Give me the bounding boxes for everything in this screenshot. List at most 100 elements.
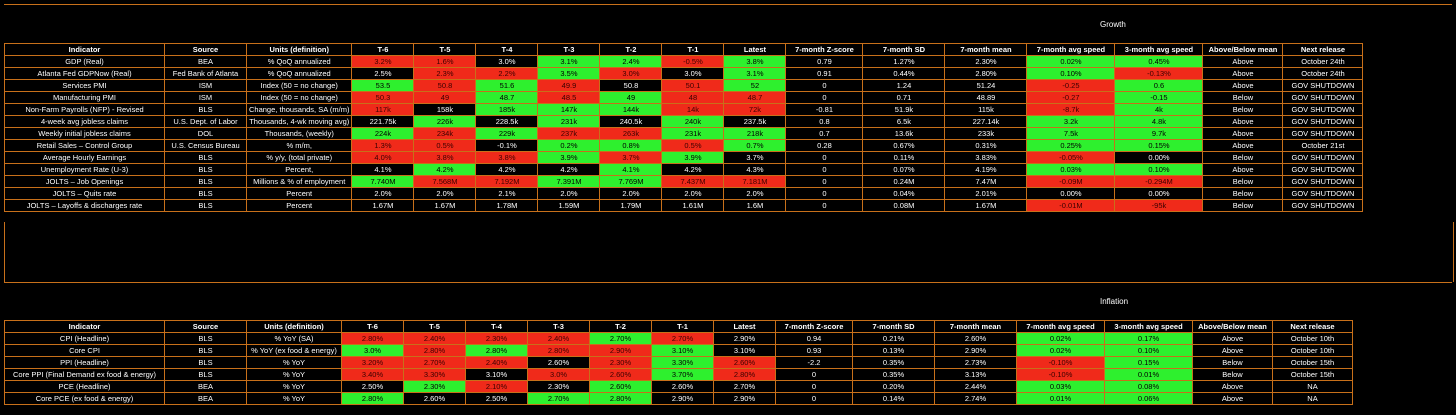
table-cell: NA (1272, 392, 1353, 405)
table-cell: 7.181M (723, 175, 787, 188)
column-header: T-4 (465, 320, 528, 333)
table-cell: 0.03% (1016, 380, 1105, 393)
table-cell: Below (1202, 175, 1284, 188)
table-cell: BLS (164, 332, 247, 345)
table-cell: 3.2% (351, 55, 415, 68)
table-cell: % YoY (246, 392, 342, 405)
table-cell: 7.47M (944, 175, 1028, 188)
table-cell: 2.3% (413, 67, 477, 80)
table-cell: 224k (351, 127, 415, 140)
table-cell: 2.80% (341, 392, 404, 405)
indicator-cell: JOLTS – Job Openings (4, 175, 165, 188)
table-cell: GOV SHUTDOWN (1282, 163, 1364, 176)
table-cell: 1.6% (413, 55, 477, 68)
table-cell: 4.2% (661, 163, 725, 176)
table-cell: 233k (944, 127, 1028, 140)
table-cell: 0.10% (1104, 344, 1193, 357)
table-cell: 2.30% (465, 332, 528, 345)
table-cell: 7.5k (1026, 127, 1116, 140)
indicator-cell: Core PPI (Final Demand ex food & energy) (4, 368, 165, 381)
table-cell: 4.3% (723, 163, 787, 176)
indicator-cell: Core CPI (4, 344, 165, 357)
table-cell: GOV SHUTDOWN (1282, 103, 1364, 116)
table-cell: GOV SHUTDOWN (1282, 91, 1364, 104)
table-cell: Below (1202, 151, 1284, 164)
table-cell: 7.769M (599, 175, 663, 188)
table-cell: 117k (351, 103, 415, 116)
table-cell: -0.81 (785, 103, 864, 116)
table-cell: 4.2% (475, 163, 539, 176)
table-cell: 0.00% (1114, 187, 1204, 200)
table-cell: 2.2% (475, 67, 539, 80)
table-cell: 2.73% (934, 356, 1017, 369)
table-cell: Above (1202, 67, 1284, 80)
table-cell: 4.1% (351, 163, 415, 176)
column-header: 7-month avg speed (1026, 43, 1116, 56)
table-cell: 48.7 (723, 91, 787, 104)
table-cell: 0.00% (1114, 151, 1204, 164)
table-cell: 4.2% (537, 163, 601, 176)
table-cell: 7.192M (475, 175, 539, 188)
table-cell: % YoY (246, 368, 342, 381)
table-cell: 147k (537, 103, 601, 116)
table-cell: 9.7k (1114, 127, 1204, 140)
table-row: PCE (Headline) BEA% YoY 2.50% 2.30% 2.10% 2.3… (4, 380, 1353, 393)
column-header: T-6 (341, 320, 404, 333)
table-cell: 3.0% (661, 67, 725, 80)
table-cell: Index (50 = no change) (245, 79, 353, 92)
table-cell: 2.0% (413, 187, 477, 200)
table-cell: 2.0% (723, 187, 787, 200)
table-cell: 0.01% (1016, 392, 1105, 405)
table-cell: GOV SHUTDOWN (1282, 151, 1364, 164)
table-cell: 3.10% (713, 344, 776, 357)
table-row: PPI (Headline) BLS% YoY 3.20% 2.70% 2.40% 2.6… (4, 356, 1353, 369)
table-cell: Above (1192, 344, 1273, 357)
table-cell: 4k (1114, 103, 1204, 116)
table-cell: % YoY (ex food & energy) (246, 344, 342, 357)
table-cell: 3.8% (413, 151, 477, 164)
table-cell: Thousands, 4-wk moving avg) (245, 115, 353, 128)
table-cell: 0.5% (413, 139, 477, 152)
table-cell: 2.70% (403, 356, 466, 369)
table-cell: BLS (164, 151, 247, 164)
table-cell: October 15th (1272, 368, 1353, 381)
table-cell: 2.44% (934, 380, 1017, 393)
column-header: 7-month Z-score (785, 43, 864, 56)
top-border (4, 4, 1452, 5)
table-cell: 2.60% (589, 380, 652, 393)
table-cell: BLS (164, 368, 247, 381)
table-cell: 2.30% (944, 55, 1028, 68)
table-cell: Above (1192, 380, 1273, 393)
table-cell: 2.01% (944, 187, 1028, 200)
table-cell: 2.70% (589, 332, 652, 345)
table-cell: 234k (413, 127, 477, 140)
table-cell: October 10th (1272, 344, 1353, 357)
table-cell: 0 (785, 175, 864, 188)
section-divider (4, 282, 1452, 283)
table-cell: Above (1192, 392, 1273, 405)
table-cell: 7.568M (413, 175, 477, 188)
table-cell: Index (50 = no change) (245, 91, 353, 104)
table-cell: 4.1% (599, 163, 663, 176)
table-cell: 0.24M (862, 175, 946, 188)
table-cell: 4.2% (413, 163, 477, 176)
table-cell: % QoQ annualized (245, 55, 353, 68)
table-row: Core PCE (ex food & energy) BEA% YoY 2.80%… (4, 392, 1353, 405)
table-cell: 49 (413, 91, 477, 104)
header-row: Indicator Source Units (definition) T-6 T-5 T… (4, 43, 1364, 56)
indicator-cell: 4-week avg jobless claims (4, 115, 165, 128)
header-row: Indicator Source Units (definition) T-6 T-5 T… (4, 320, 1353, 333)
table-cell: 0.8% (599, 139, 663, 152)
table-cell: 2.80% (341, 332, 404, 345)
table-row: Retail Sales – Control Group U.S. Census … (4, 139, 1364, 152)
table-cell: 52 (723, 79, 787, 92)
table-row: Core PPI (Final Demand ex food & energy)… (4, 368, 1353, 381)
table-cell: 0.15% (1114, 139, 1204, 152)
table-cell: 1.67M (413, 199, 477, 212)
table-cell: Below (1202, 187, 1284, 200)
section-spacer (4, 222, 1454, 282)
table-cell: 48.5 (537, 91, 601, 104)
column-header: Above/Below mean (1202, 43, 1284, 56)
table-cell: 2.80% (403, 344, 466, 357)
indicator-cell: Manufacturing PMI (4, 91, 165, 104)
